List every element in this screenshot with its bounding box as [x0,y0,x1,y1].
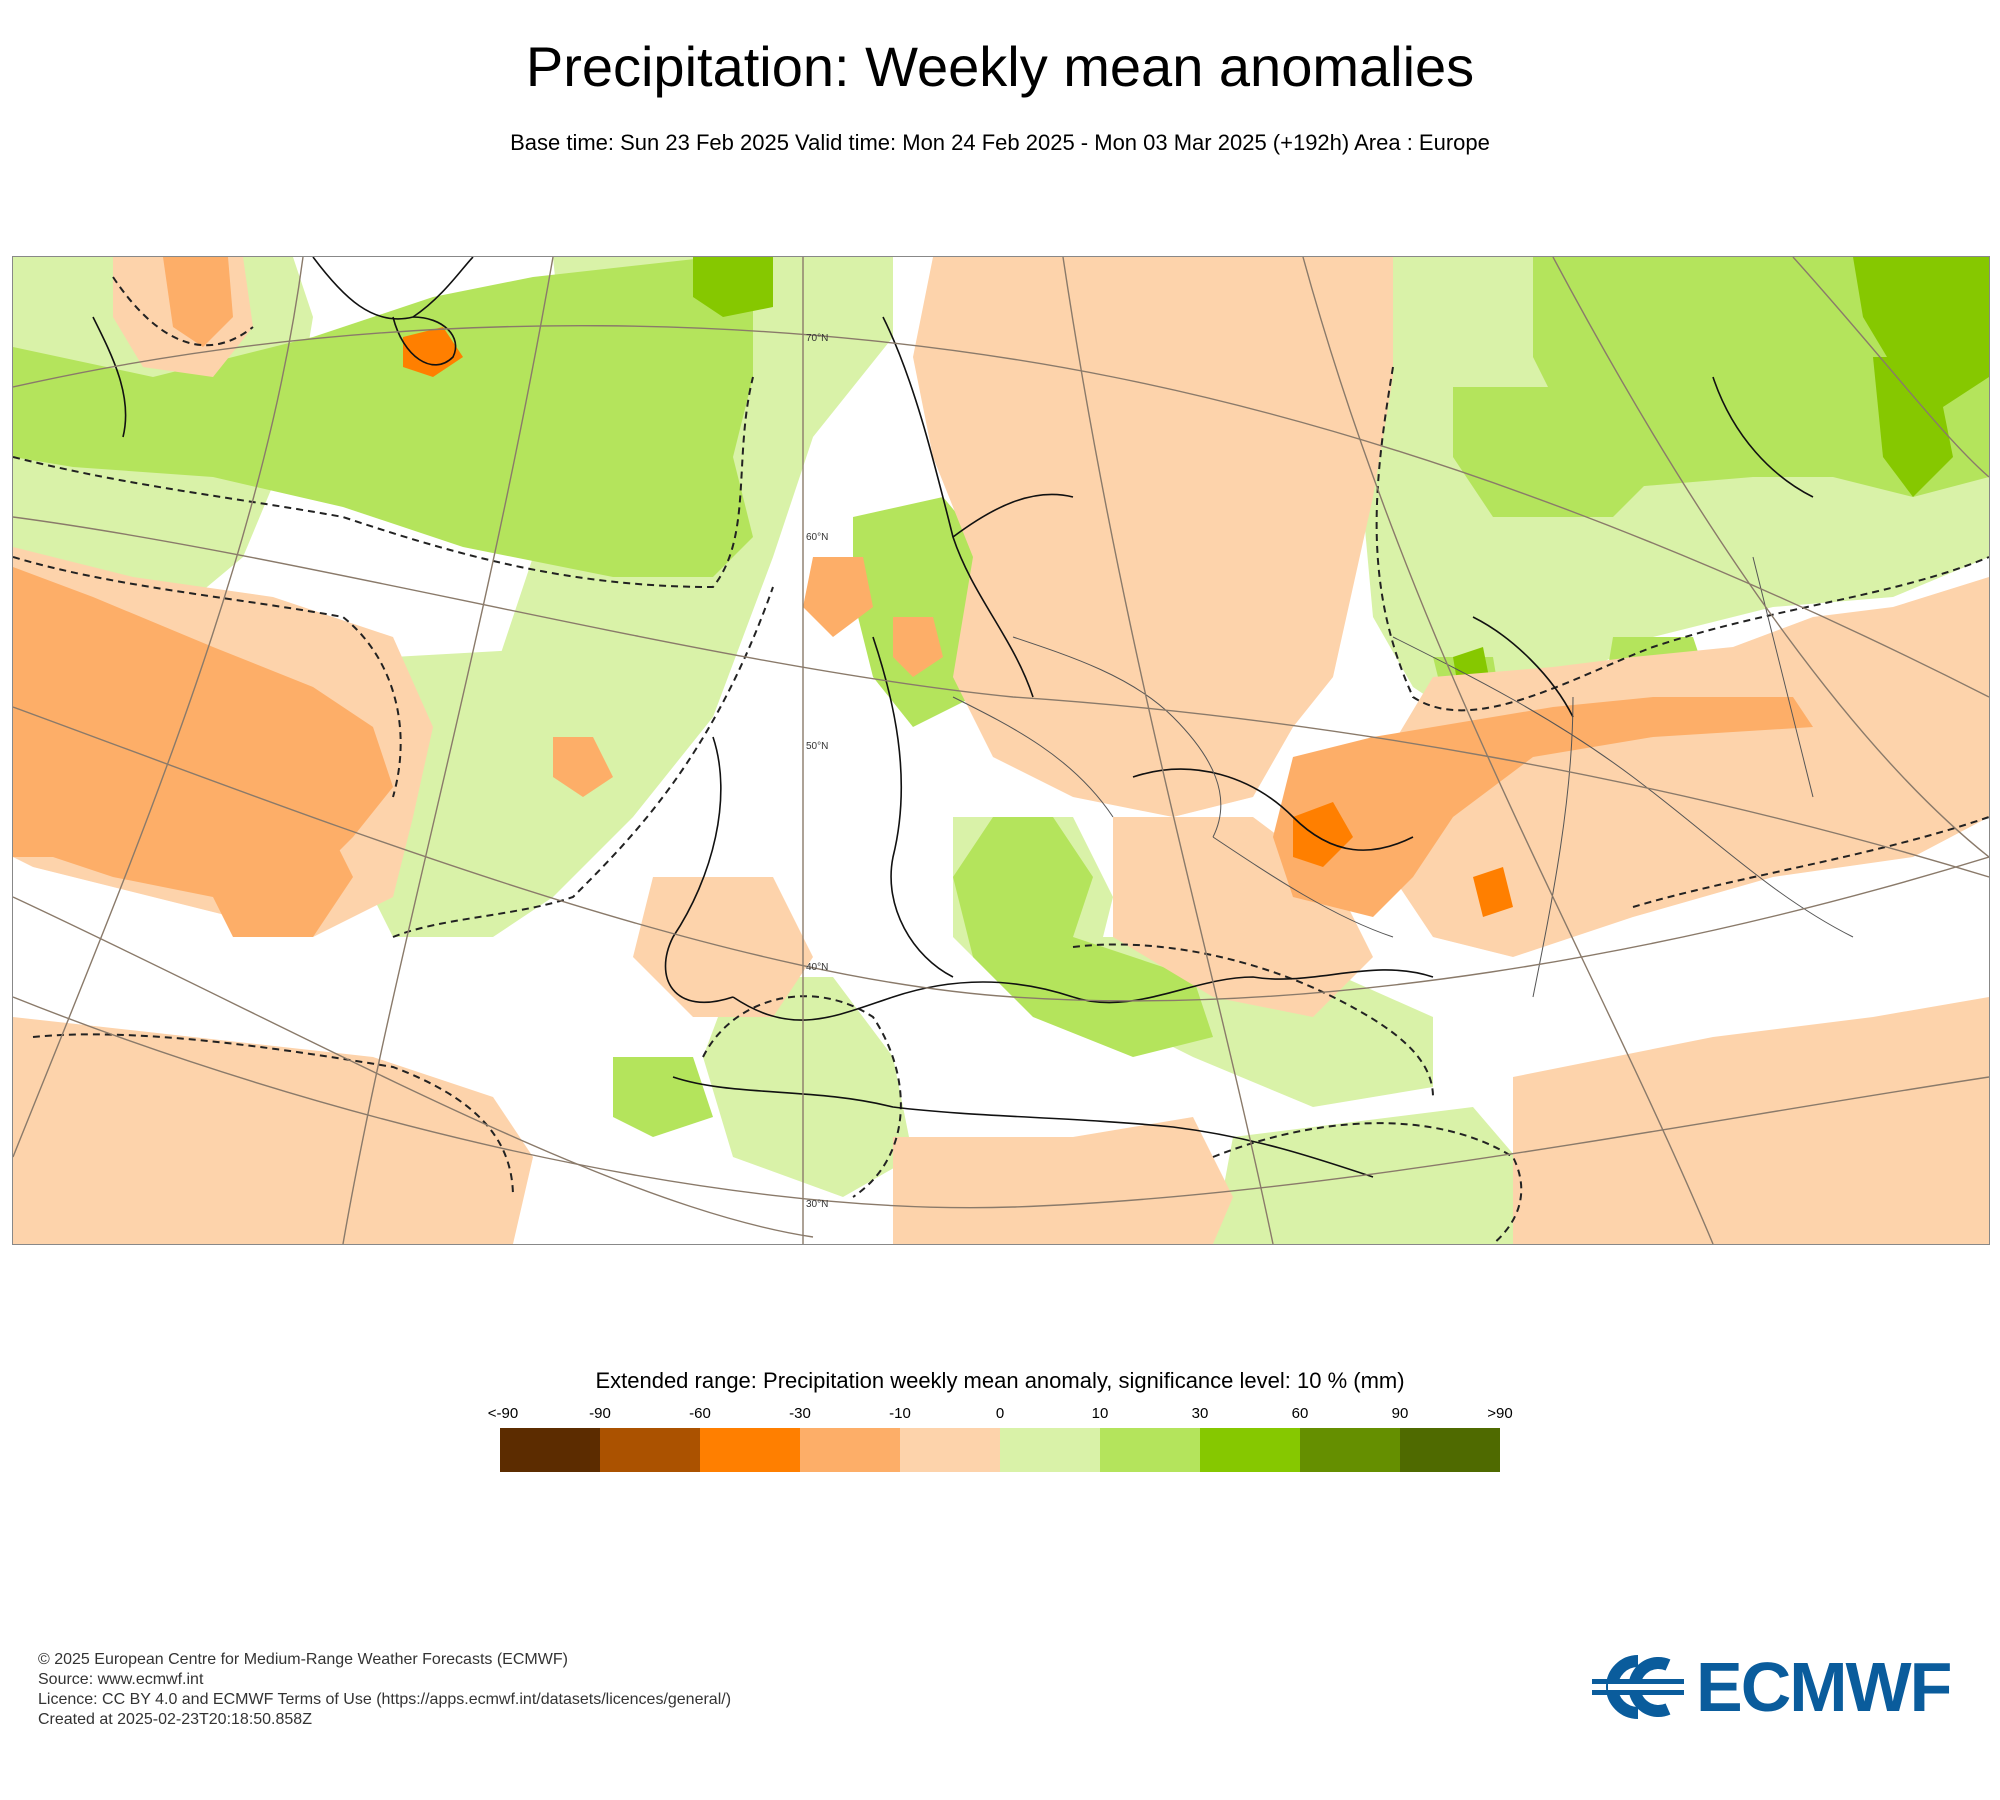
legend-swatch [900,1428,1000,1472]
legend-swatch [1000,1428,1100,1472]
lat-label-50: 50°N [806,741,828,752]
legend-label: -30 [789,1405,811,1422]
borders [952,556,1854,998]
legend-swatch [1400,1428,1500,1472]
legend-swatch [500,1428,600,1472]
legend-swatch [1100,1428,1200,1472]
chart-subtitle: Base time: Sun 23 Feb 2025 Valid time: M… [510,130,1490,155]
ecmwf-logo: ECMWF [1588,1652,1960,1722]
map-canvas: 70°N 60°N 50°N 40°N 30°N [13,257,1989,1244]
legend-label: -90 [589,1405,611,1422]
legend-label: 10 [1091,1405,1109,1422]
ecmwf-logo-text: ECMWF [1696,1648,1952,1726]
lat-label-70: 70°N [806,333,828,344]
chart-title: Precipitation: Weekly mean anomalies [525,35,1475,98]
footer: © 2025 European Centre for Medium-Range … [38,1650,731,1730]
legend-label: <-90 [487,1405,519,1422]
lat-label-60: 60°N [806,532,828,543]
footer-source: Source: www.ecmwf.int [38,1671,204,1688]
latitude-labels: 70°N 60°N 50°N 40°N 30°N [806,333,828,1210]
legend-color-bar [500,1428,1500,1472]
legend-swatch [1200,1428,1300,1472]
coastlines [92,257,1814,1178]
legend-label: -60 [689,1405,711,1422]
anomaly-map: 70°N 60°N 50°N 40°N 30°N [12,256,1990,1245]
ecmwf-logo-icon [1592,1655,1684,1719]
legend-labels: <-90 -90 -60 -30 -10 0 10 30 60 90 >90 [0,1405,2000,1425]
legend-label: 60 [1291,1405,1309,1422]
lat-label-30: 30°N [806,1199,828,1210]
lat-label-40: 40°N [806,962,828,973]
legend-label: -10 [889,1405,911,1422]
footer-licence: Licence: CC BY 4.0 and ECMWF Terms of Us… [38,1691,732,1708]
negative-strong-regions [403,327,1513,917]
legend-swatch [600,1428,700,1472]
legend-label: >90 [1487,1405,1513,1422]
legend-swatch [1300,1428,1400,1472]
legend-title: Extended range: Precipitation weekly mea… [595,1368,1405,1393]
legend-swatch [700,1428,800,1472]
footer-created: Created at 2025-02-23T20:18:50.858Z [38,1711,312,1728]
footer-copyright: © 2025 European Centre for Medium-Range … [38,1651,568,1668]
legend-label: 90 [1391,1405,1409,1422]
legend-label: 0 [995,1405,1005,1422]
negative-medium-regions [13,257,1813,937]
significance-contours [13,276,1989,1244]
graticule [13,257,1989,1244]
legend-swatch [800,1428,900,1472]
legend-label: 30 [1191,1405,1209,1422]
